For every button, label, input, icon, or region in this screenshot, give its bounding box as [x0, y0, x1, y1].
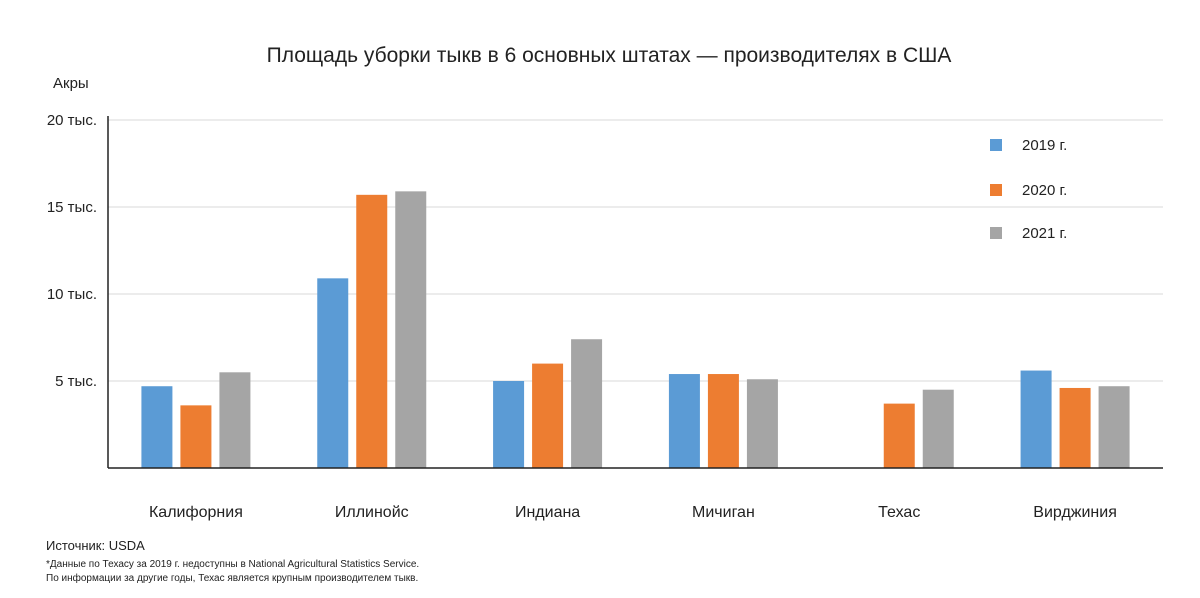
- bar: [571, 339, 603, 468]
- legend-swatch: [990, 184, 1002, 196]
- footnote-2: По информации за другие годы, Техас явля…: [46, 573, 419, 584]
- bar: [356, 194, 388, 468]
- legend-swatch: [990, 227, 1002, 239]
- footnote-1: *Данные по Техасу за 2019 г. недоступны …: [46, 559, 420, 570]
- x-axis-categories: Калифорния Иллинойс Индиана Мичиган Техас Вир…: [149, 504, 1117, 521]
- bar: [1098, 386, 1130, 468]
- y-tick-label: 10 тыс.: [47, 286, 97, 303]
- source-note: Источник: USDA: [46, 538, 145, 553]
- x-category-label: Мичиган: [692, 504, 755, 521]
- x-category-label: Калифорния: [149, 504, 243, 521]
- y-tick-label: 20 тыс.: [47, 112, 97, 129]
- chart-title: Площадь уборки тыкв в 6 основных штатах …: [267, 44, 952, 67]
- bar: [532, 363, 564, 468]
- legend-label: 2021 г.: [1022, 225, 1067, 242]
- bars: [141, 191, 1130, 468]
- legend: 2019 г. 2020 г. 2021 г.: [990, 137, 1067, 242]
- bar: [395, 191, 427, 468]
- x-category-label: Индиана: [515, 504, 580, 521]
- x-category-label: Иллинойс: [335, 504, 409, 521]
- bar: [922, 389, 954, 468]
- y-axis-ticks: 5 тыс. 10 тыс. 15 тыс. 20 тыс.: [47, 112, 97, 390]
- y-axis-label: Акры: [53, 75, 89, 92]
- bar: [1059, 387, 1091, 468]
- grid: [108, 119, 1163, 382]
- bar: [219, 372, 251, 468]
- bar: [668, 374, 700, 468]
- y-tick-label: 5 тыс.: [55, 373, 97, 390]
- axes: [107, 116, 1163, 469]
- bar: [141, 386, 173, 468]
- x-category-label: Техас: [878, 504, 920, 521]
- bar: [746, 379, 778, 468]
- legend-swatch: [990, 139, 1002, 151]
- bar: [317, 278, 349, 468]
- bar: [180, 405, 212, 468]
- bar: [493, 381, 525, 468]
- bar: [883, 403, 915, 468]
- legend-label: 2020 г.: [1022, 182, 1067, 199]
- legend-label: 2019 г.: [1022, 137, 1067, 154]
- bar: [707, 374, 739, 468]
- y-tick-label: 15 тыс.: [47, 199, 97, 216]
- bar: [1020, 370, 1052, 468]
- x-category-label: Вирджиния: [1033, 504, 1117, 521]
